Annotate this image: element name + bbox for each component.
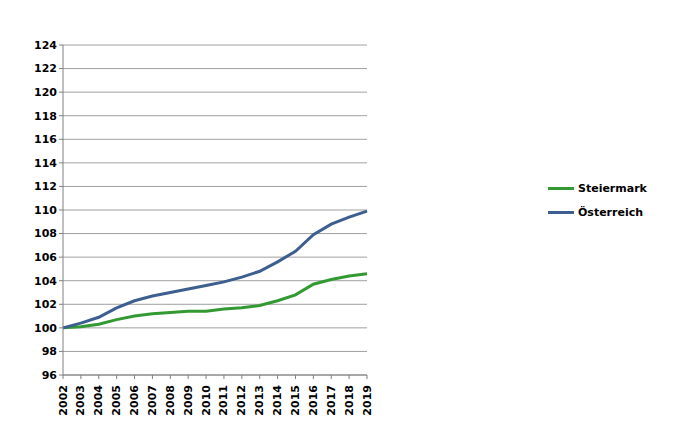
svg-text:2007: 2007 <box>146 385 159 416</box>
svg-text:122: 122 <box>34 62 57 75</box>
svg-text:2004: 2004 <box>92 385 105 416</box>
svg-text:2009: 2009 <box>182 385 195 416</box>
svg-text:2016: 2016 <box>307 385 320 416</box>
svg-text:102: 102 <box>34 298 57 311</box>
svg-text:2014: 2014 <box>271 385 284 416</box>
svg-text:104: 104 <box>34 275 57 288</box>
svg-text:98: 98 <box>42 345 57 358</box>
svg-text:2013: 2013 <box>253 385 266 416</box>
svg-text:100: 100 <box>34 322 57 335</box>
svg-text:2012: 2012 <box>235 385 248 416</box>
svg-text:106: 106 <box>34 251 57 264</box>
html-text:Österreich: Österreich <box>578 205 644 219</box>
svg-text:2015: 2015 <box>289 385 302 416</box>
svg-text:108: 108 <box>34 227 57 240</box>
svg-text:2002: 2002 <box>57 385 70 416</box>
svg-text:120: 120 <box>34 86 57 99</box>
svg-text:2008: 2008 <box>164 385 177 416</box>
svg-text:118: 118 <box>34 110 57 123</box>
svg-text:116: 116 <box>34 133 57 146</box>
svg-text:2011: 2011 <box>217 385 230 416</box>
svg-text:2010: 2010 <box>200 385 213 416</box>
svg-text:2018: 2018 <box>343 385 356 416</box>
svg-text:112: 112 <box>34 180 57 193</box>
html-text:Steiermark: Steiermark <box>578 181 647 195</box>
svg-text:2003: 2003 <box>74 385 87 416</box>
svg-text:110: 110 <box>34 204 57 217</box>
svg-text:124: 124 <box>34 39 57 52</box>
svg-text:96: 96 <box>42 369 58 382</box>
svg-text:2019: 2019 <box>361 385 374 416</box>
svg-text:2006: 2006 <box>128 385 141 416</box>
svg-text:114: 114 <box>34 157 57 170</box>
svg-text:2017: 2017 <box>325 385 338 416</box>
svg-text:2005: 2005 <box>110 385 123 416</box>
